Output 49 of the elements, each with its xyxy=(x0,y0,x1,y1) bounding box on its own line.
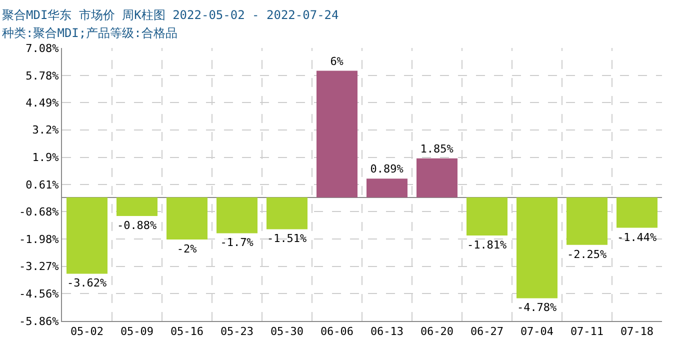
x-tick-label: 06-13 xyxy=(370,325,404,338)
bar xyxy=(516,197,558,298)
bar xyxy=(66,197,108,274)
x-tick-label: 05-16 xyxy=(170,325,204,338)
y-tick-label: 4.49% xyxy=(26,96,60,110)
y-tick-label: -0.68% xyxy=(19,206,60,219)
bar xyxy=(116,197,158,216)
chart-subtitle: 种类:聚合MDI;产品等级:合格品 xyxy=(2,26,178,40)
x-tick-label: 05-23 xyxy=(220,325,254,338)
x-tick-label: 05-02 xyxy=(70,325,104,338)
data-label: -3.62% xyxy=(66,276,108,290)
bar xyxy=(166,197,208,240)
data-label: -1.44% xyxy=(616,230,658,244)
y-tick-label: -5.86% xyxy=(19,314,60,328)
y-tick-label: 3.2% xyxy=(32,124,60,137)
x-tick-label: 06-06 xyxy=(320,325,354,338)
bar xyxy=(216,197,258,234)
bar xyxy=(466,197,508,236)
x-tick-label: 06-20 xyxy=(420,325,454,338)
y-tick-label: 5.78% xyxy=(26,69,60,82)
data-label: -2.25% xyxy=(566,248,608,261)
y-tick-label: 0.61% xyxy=(26,178,60,192)
data-label: 0.89% xyxy=(370,162,404,176)
x-tick-label: 07-18 xyxy=(620,325,654,338)
bar xyxy=(266,197,308,230)
data-label: -0.88% xyxy=(116,218,158,232)
y-tick-label: -4.56% xyxy=(19,287,60,300)
bar xyxy=(616,197,658,228)
y-tick-label: -3.27% xyxy=(19,260,60,274)
data-label: 1.85% xyxy=(420,142,454,156)
bar xyxy=(366,178,408,198)
bar xyxy=(566,197,608,245)
y-tick-label: -1.98% xyxy=(19,232,60,246)
data-label: 6% xyxy=(330,54,344,68)
bar xyxy=(416,158,458,198)
x-tick-label: 07-11 xyxy=(570,325,604,338)
x-tick-label: 06-27 xyxy=(470,325,504,338)
data-label: -1.7% xyxy=(220,236,254,250)
chart-title: 聚合MDI华东 市场价 周K柱图 2022-05-02 - 2022-07-24 xyxy=(2,8,339,22)
x-tick-label: 07-04 xyxy=(520,325,554,338)
data-label: -2% xyxy=(176,242,198,256)
bar xyxy=(316,70,358,198)
x-tick-label: 05-09 xyxy=(120,325,154,338)
data-label: -4.78% xyxy=(516,301,558,314)
y-tick-label: 1.9% xyxy=(32,151,60,164)
data-label: -1.51% xyxy=(266,232,308,246)
data-label: -1.81% xyxy=(466,238,508,252)
y-tick-label: 7.08% xyxy=(26,42,60,55)
x-tick-label: 05-30 xyxy=(270,325,304,338)
